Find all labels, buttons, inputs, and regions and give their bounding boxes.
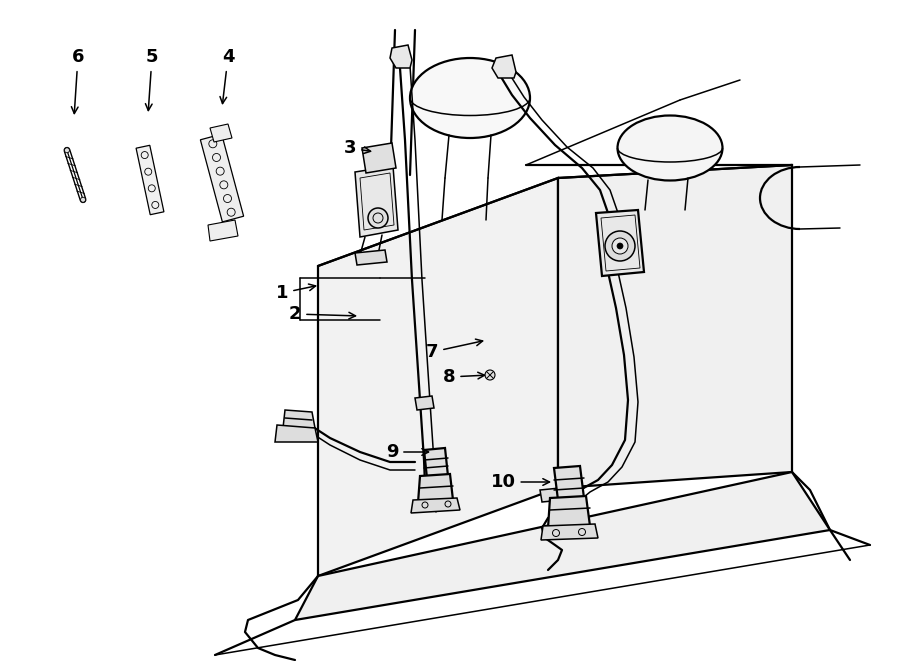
Circle shape xyxy=(65,148,69,153)
Text: 8: 8 xyxy=(443,368,484,386)
Polygon shape xyxy=(318,178,558,576)
Polygon shape xyxy=(295,472,830,620)
Text: 3: 3 xyxy=(344,139,371,157)
Text: 7: 7 xyxy=(426,339,482,361)
Polygon shape xyxy=(596,210,644,276)
Polygon shape xyxy=(201,134,244,222)
Polygon shape xyxy=(541,524,598,540)
Text: 4: 4 xyxy=(220,48,234,104)
Polygon shape xyxy=(418,474,453,503)
Text: 10: 10 xyxy=(491,473,550,491)
Polygon shape xyxy=(283,410,315,428)
Text: 1: 1 xyxy=(275,284,316,302)
Polygon shape xyxy=(548,496,590,528)
Polygon shape xyxy=(136,145,164,215)
Circle shape xyxy=(612,238,628,254)
Polygon shape xyxy=(554,466,584,500)
Polygon shape xyxy=(275,425,318,442)
Polygon shape xyxy=(492,55,516,78)
Circle shape xyxy=(80,197,86,202)
Text: 9: 9 xyxy=(386,443,428,461)
Polygon shape xyxy=(540,488,562,502)
Polygon shape xyxy=(210,124,232,142)
Polygon shape xyxy=(411,498,460,513)
Ellipse shape xyxy=(410,58,530,138)
Text: 6: 6 xyxy=(71,48,85,114)
Polygon shape xyxy=(208,220,238,241)
Text: 2: 2 xyxy=(289,305,356,323)
Polygon shape xyxy=(355,250,387,265)
Polygon shape xyxy=(558,165,792,488)
Text: 5: 5 xyxy=(146,48,158,110)
Circle shape xyxy=(617,243,623,249)
Polygon shape xyxy=(355,166,398,237)
Polygon shape xyxy=(362,143,396,173)
Polygon shape xyxy=(415,396,434,410)
Circle shape xyxy=(485,370,495,380)
Circle shape xyxy=(605,231,635,261)
Polygon shape xyxy=(424,448,448,478)
Polygon shape xyxy=(390,45,412,68)
Ellipse shape xyxy=(617,116,723,180)
Circle shape xyxy=(368,208,388,228)
